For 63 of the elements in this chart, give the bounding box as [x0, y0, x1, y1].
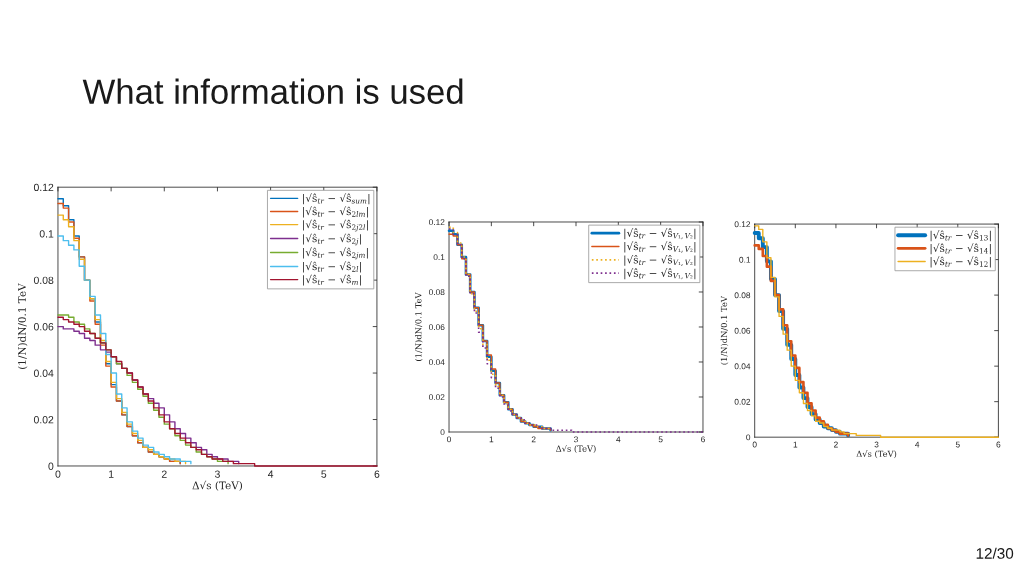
y-tick-label: 0.1 — [39, 230, 54, 238]
y-tick-label: 0.06 — [33, 323, 54, 331]
x-tick-label: 0 — [752, 441, 757, 448]
x-tick-label: 6 — [374, 470, 380, 478]
x-tick-label: 2 — [531, 436, 536, 443]
x-tick-label: 0 — [447, 436, 452, 443]
legend-label: |√ŝ$_{tr}$ − √ŝ$_{2l}$| — [303, 261, 361, 273]
y-axis-title: (1/N)dN/0.1 TeV — [17, 283, 28, 369]
x-tick-label: 0 — [55, 470, 61, 478]
y-tick-label: 0.08 — [734, 292, 751, 299]
legend-label: |√ŝ$_{tr}$ − √ŝ$_{m}$| — [303, 274, 361, 286]
x-tick-label: 2 — [161, 470, 167, 478]
x-axis-title: Δ√s (TeV) — [856, 450, 897, 459]
legend-label: |√ŝ$_{tr}$ − √ŝ$_{12}$| — [930, 256, 991, 268]
legend-label: |√ŝ$_{tr}$ − √ŝ$_{2lm}$| — [303, 206, 368, 218]
x-tick-label: 4 — [616, 436, 621, 443]
text: 12/30 — [976, 547, 1014, 559]
y-tick-label: 0.06 — [428, 324, 445, 331]
x-tick-label: 6 — [701, 436, 705, 443]
x-tick-label: 3 — [574, 436, 578, 443]
legend-label: |√ŝ$_{tr}$ − √ŝ$_{2j}$| — [303, 233, 361, 246]
legend-label: |√ŝ$_{tr}$ − √ŝ$_{2jm}$| — [303, 247, 368, 260]
x-tick-label: 1 — [793, 441, 798, 448]
x-tick-label: 1 — [489, 436, 494, 443]
legend-label: |√ŝ$_{tr}$ − √ŝ$_{14}$| — [930, 243, 991, 255]
y-axis-title: (1/N)dN/0.1 TeV — [415, 292, 423, 361]
y-tick-label: 0.12 — [33, 183, 54, 192]
legend-label: |√ŝ$_{tr}$ − √ŝ$_{V₁,V₂}$| — [624, 241, 696, 253]
y-tick-label: 0.12 — [734, 221, 751, 228]
y-tick-label: 0.12 — [428, 219, 445, 226]
x-tick-label: 5 — [321, 470, 327, 478]
x-axis-title: Δ√s (TeV) — [556, 444, 596, 453]
chart-title: What information is used — [82, 78, 463, 105]
legend-label: |√ŝ$_{tr}$ − √ŝ$_{13}$| — [930, 230, 991, 242]
x-tick-label: 4 — [915, 441, 920, 448]
x-tick-label: 4 — [267, 470, 274, 478]
y-tick-label: 0.04 — [33, 369, 54, 377]
x-tick-label: 5 — [658, 436, 663, 443]
y-tick-label: 0.08 — [33, 276, 54, 284]
x-axis-title: Δ√s (TeV) — [192, 480, 243, 491]
legend-label: |√ŝ$_{tr}$ − √ŝ$_{V₁,V₂}$| — [624, 254, 696, 266]
x-tick-label: 6 — [996, 441, 1001, 448]
y-tick-label: 0.08 — [428, 289, 445, 296]
y-axis-title: (1/N)dN/0.1 TeV — [720, 295, 729, 365]
y-tick-label: 0.02 — [33, 416, 54, 424]
y-tick-label: 0.1 — [739, 256, 751, 263]
y-tick-label: 0.04 — [734, 363, 751, 370]
x-tick-label: 5 — [955, 441, 960, 448]
x-tick-label: 2 — [834, 441, 838, 448]
y-tick-label: 0 — [440, 429, 445, 436]
y-tick-label: 0.02 — [734, 398, 751, 405]
y-tick-label: 0.06 — [734, 327, 751, 334]
legend-label: |√ŝ$_{tr}$ − √ŝ$_{V₁,V₂}$| — [624, 268, 696, 280]
legend-label: |√ŝ$_{tr}$ − √ŝ$_{sum}$| — [303, 193, 370, 205]
y-tick-label: 0.1 — [433, 254, 445, 261]
x-tick-label: 3 — [214, 470, 220, 478]
legend-label: |√ŝ$_{tr}$ − √ŝ$_{V₁,V₂}$| — [624, 228, 696, 240]
x-tick-label: 3 — [874, 441, 879, 448]
y-tick-label: 0.02 — [428, 394, 445, 401]
x-tick-label: 1 — [109, 470, 114, 478]
legend-label: |√ŝ$_{tr}$ − √ŝ$_{2j2l}$| — [303, 219, 368, 232]
y-tick-label: 0 — [48, 462, 54, 470]
y-tick-label: 0.04 — [428, 359, 445, 366]
